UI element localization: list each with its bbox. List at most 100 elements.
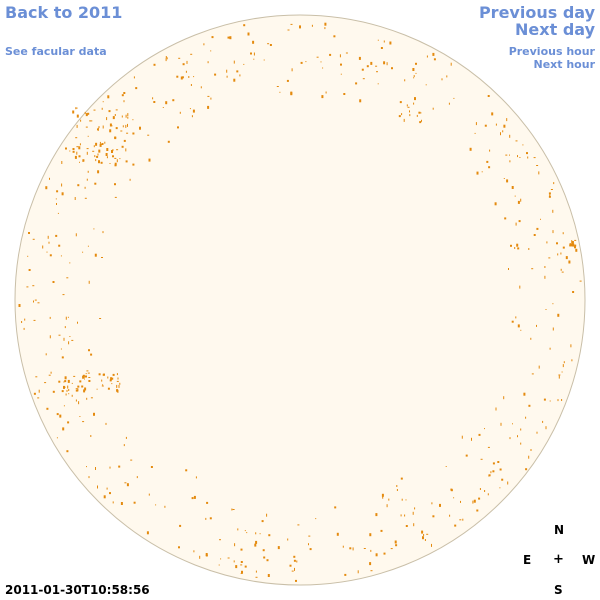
magnetic-element-dot (558, 375, 560, 379)
magnetic-element-dot (123, 139, 126, 142)
magnetic-element-dot (82, 421, 85, 423)
magnetic-element-dot (118, 384, 120, 388)
magnetic-element-dot (560, 268, 562, 271)
magnetic-element-dot (211, 36, 214, 39)
magnetic-element-dot (243, 24, 246, 27)
magnetic-element-dot (130, 459, 133, 461)
magnetic-element-dot (26, 286, 29, 288)
magnetic-element-dot (98, 126, 100, 129)
magnetic-element-dot (84, 111, 86, 114)
magnetic-element-dot (165, 58, 167, 62)
magnetic-element-dot (191, 497, 194, 500)
magnetic-element-dot (376, 71, 378, 73)
magnetic-element-dot (116, 384, 118, 388)
magnetic-element-dot (122, 125, 124, 128)
magnetic-element-dot (255, 532, 257, 535)
magnetic-element-dot (487, 446, 490, 448)
magnetic-element-dot (166, 57, 168, 60)
magnetic-element-dot (127, 116, 129, 119)
next-hour-link[interactable]: Next hour (533, 58, 596, 71)
magnetic-element-dot (76, 146, 79, 148)
magnetic-element-dot (75, 137, 78, 139)
magnetic-element-dot (520, 428, 522, 431)
magnetic-element-dot (106, 487, 108, 490)
magnetic-element-dot (71, 382, 73, 384)
magnetic-element-dot (94, 155, 96, 158)
magnetic-element-dot (520, 329, 522, 331)
magnetic-element-dot (56, 413, 59, 416)
magnetic-element-dot (101, 385, 104, 387)
magnetic-element-dot (549, 347, 551, 350)
magnetic-element-dot (487, 95, 490, 97)
see-facular-data-link[interactable]: See facular data (5, 45, 107, 58)
magnetic-element-dot (135, 87, 138, 90)
magnetic-element-dot (231, 508, 233, 511)
magnetic-element-dot (453, 97, 455, 99)
magnetic-element-dot (33, 392, 36, 395)
magnetic-element-dot (503, 124, 506, 128)
magnetic-element-dot (47, 235, 49, 239)
magnetic-element-dot (509, 160, 511, 163)
magnetic-element-dot (179, 111, 181, 114)
magnetic-element-dot (334, 506, 337, 509)
magnetic-element-dot (192, 109, 195, 113)
magnetic-element-dot (488, 474, 491, 477)
magnetic-element-dot (95, 159, 97, 162)
magnetic-element-dot (377, 39, 379, 41)
magnetic-element-dot (556, 242, 558, 245)
magnetic-element-dot (503, 396, 505, 400)
magnetic-element-dot (406, 104, 408, 107)
magnetic-element-dot (448, 102, 450, 105)
magnetic-element-dot (562, 246, 565, 249)
magnetic-element-dot (499, 468, 502, 471)
magnetic-element-dot (413, 77, 415, 79)
magnetic-element-dot (38, 389, 40, 393)
magnetic-element-dot (77, 388, 79, 392)
magnetic-element-dot (146, 531, 149, 535)
magnetic-element-dot (98, 160, 100, 164)
magnetic-element-dot (78, 401, 80, 405)
magnetic-element-dot (94, 182, 97, 185)
back-to-year-link[interactable]: Back to 2011 (5, 3, 123, 22)
magnetic-element-dot (421, 530, 424, 534)
magnetic-element-dot (114, 196, 117, 198)
magnetic-element-dot (254, 543, 257, 547)
magnetic-element-dot (514, 247, 516, 249)
magnetic-element-dot (507, 481, 509, 485)
magnetic-element-dot (504, 217, 507, 220)
magnetic-element-dot (355, 82, 358, 85)
magnetic-element-dot (391, 67, 393, 70)
magnetic-element-dot (93, 412, 95, 416)
magnetic-element-dot (279, 91, 281, 93)
magnetic-element-dot (191, 115, 193, 118)
magnetic-element-dot (35, 376, 38, 378)
magnetic-element-dot (506, 118, 508, 122)
magnetic-element-dot (290, 91, 293, 95)
magnetic-element-dot (75, 399, 77, 402)
magnetic-element-dot (66, 389, 68, 392)
previous-hour-link[interactable]: Previous hour (508, 45, 595, 58)
magnetic-element-dot (79, 161, 80, 163)
magnetic-element-dot (79, 143, 81, 146)
magnetic-element-dot (33, 319, 36, 321)
magnetic-element-dot (409, 114, 411, 117)
magnetic-element-dot (125, 160, 128, 163)
magnetic-element-dot (557, 313, 560, 317)
magnetic-element-dot (59, 414, 62, 418)
magnetic-element-dot (473, 499, 476, 503)
magnetic-element-dot (66, 277, 69, 279)
magnetic-element-dot (125, 436, 127, 439)
magnetic-element-dot (357, 570, 359, 574)
magnetic-element-dot (109, 163, 111, 164)
magnetic-element-dot (63, 381, 65, 383)
magnetic-element-dot (409, 110, 410, 113)
magnetic-element-dot (277, 546, 280, 550)
next-day-link[interactable]: Next day (515, 20, 595, 39)
previous-day-link[interactable]: Previous day (478, 3, 595, 22)
magnetic-element-dot (528, 404, 531, 407)
magnetic-element-dot (431, 502, 433, 505)
magnetic-element-dot (395, 544, 398, 547)
magnetic-element-dot (71, 394, 73, 397)
magnetic-element-dot (481, 171, 483, 173)
magnetic-element-dot (72, 148, 75, 150)
